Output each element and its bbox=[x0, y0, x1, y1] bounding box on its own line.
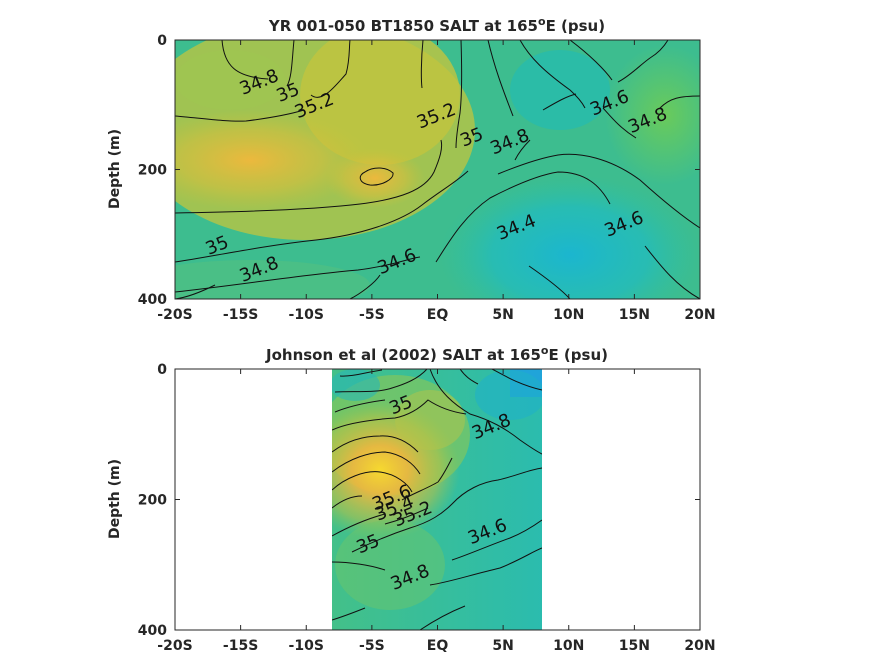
x-tick-label: EQ bbox=[427, 307, 449, 323]
bottom-y-ticks: 0 200 400 bbox=[138, 362, 700, 639]
top-y-ticks: 0 200 400 bbox=[138, 33, 700, 308]
x-tick-label: 10N bbox=[553, 307, 584, 323]
x-tick-label: 5N bbox=[492, 638, 513, 654]
x-tick-label: -20S bbox=[157, 307, 192, 323]
y-tick-label: 0 bbox=[157, 362, 167, 378]
y-tick-label: 0 bbox=[157, 33, 167, 49]
bottom-chart-title: Johnson et al (2002) SALT at 165oE (psu) bbox=[265, 344, 608, 364]
bottom-contour-lines bbox=[332, 369, 542, 630]
x-tick-label: -10S bbox=[289, 638, 324, 654]
bottom-x-ticks: -20S -15S -10S -5S EQ 5N 10N 15N 20N bbox=[157, 369, 716, 654]
y-tick-label: 400 bbox=[138, 292, 167, 308]
x-tick-label: 5N bbox=[492, 307, 513, 323]
x-tick-label: -5S bbox=[359, 307, 385, 323]
x-tick-label: -15S bbox=[223, 307, 258, 323]
x-tick-label: 10N bbox=[553, 638, 584, 654]
x-tick-label: -20S bbox=[157, 638, 192, 654]
x-tick-label: 20N bbox=[684, 307, 715, 323]
bottom-y-axis-label: Depth (m) bbox=[107, 459, 123, 539]
top-heatmap bbox=[175, 40, 700, 299]
x-tick-label: -5S bbox=[359, 638, 385, 654]
top-chart-title: YR 001-050 BT1850 SALT at 165oE (psu) bbox=[268, 15, 605, 35]
x-tick-label: -15S bbox=[223, 638, 258, 654]
top-y-axis-label: Depth (m) bbox=[107, 129, 123, 209]
y-tick-label: 200 bbox=[138, 163, 167, 179]
x-tick-label: 20N bbox=[684, 638, 715, 654]
bottom-heatmap bbox=[332, 369, 542, 630]
top-contour-lines bbox=[175, 40, 700, 299]
x-tick-label: -10S bbox=[289, 307, 324, 323]
x-tick-label: 15N bbox=[619, 307, 650, 323]
x-tick-label: EQ bbox=[427, 638, 449, 654]
y-tick-label: 400 bbox=[138, 623, 167, 639]
top-x-ticks: -20S -15S -10S -5S EQ 5N 10N 15N 20N bbox=[157, 40, 716, 323]
x-tick-label: 15N bbox=[619, 638, 650, 654]
y-tick-label: 200 bbox=[138, 493, 167, 509]
